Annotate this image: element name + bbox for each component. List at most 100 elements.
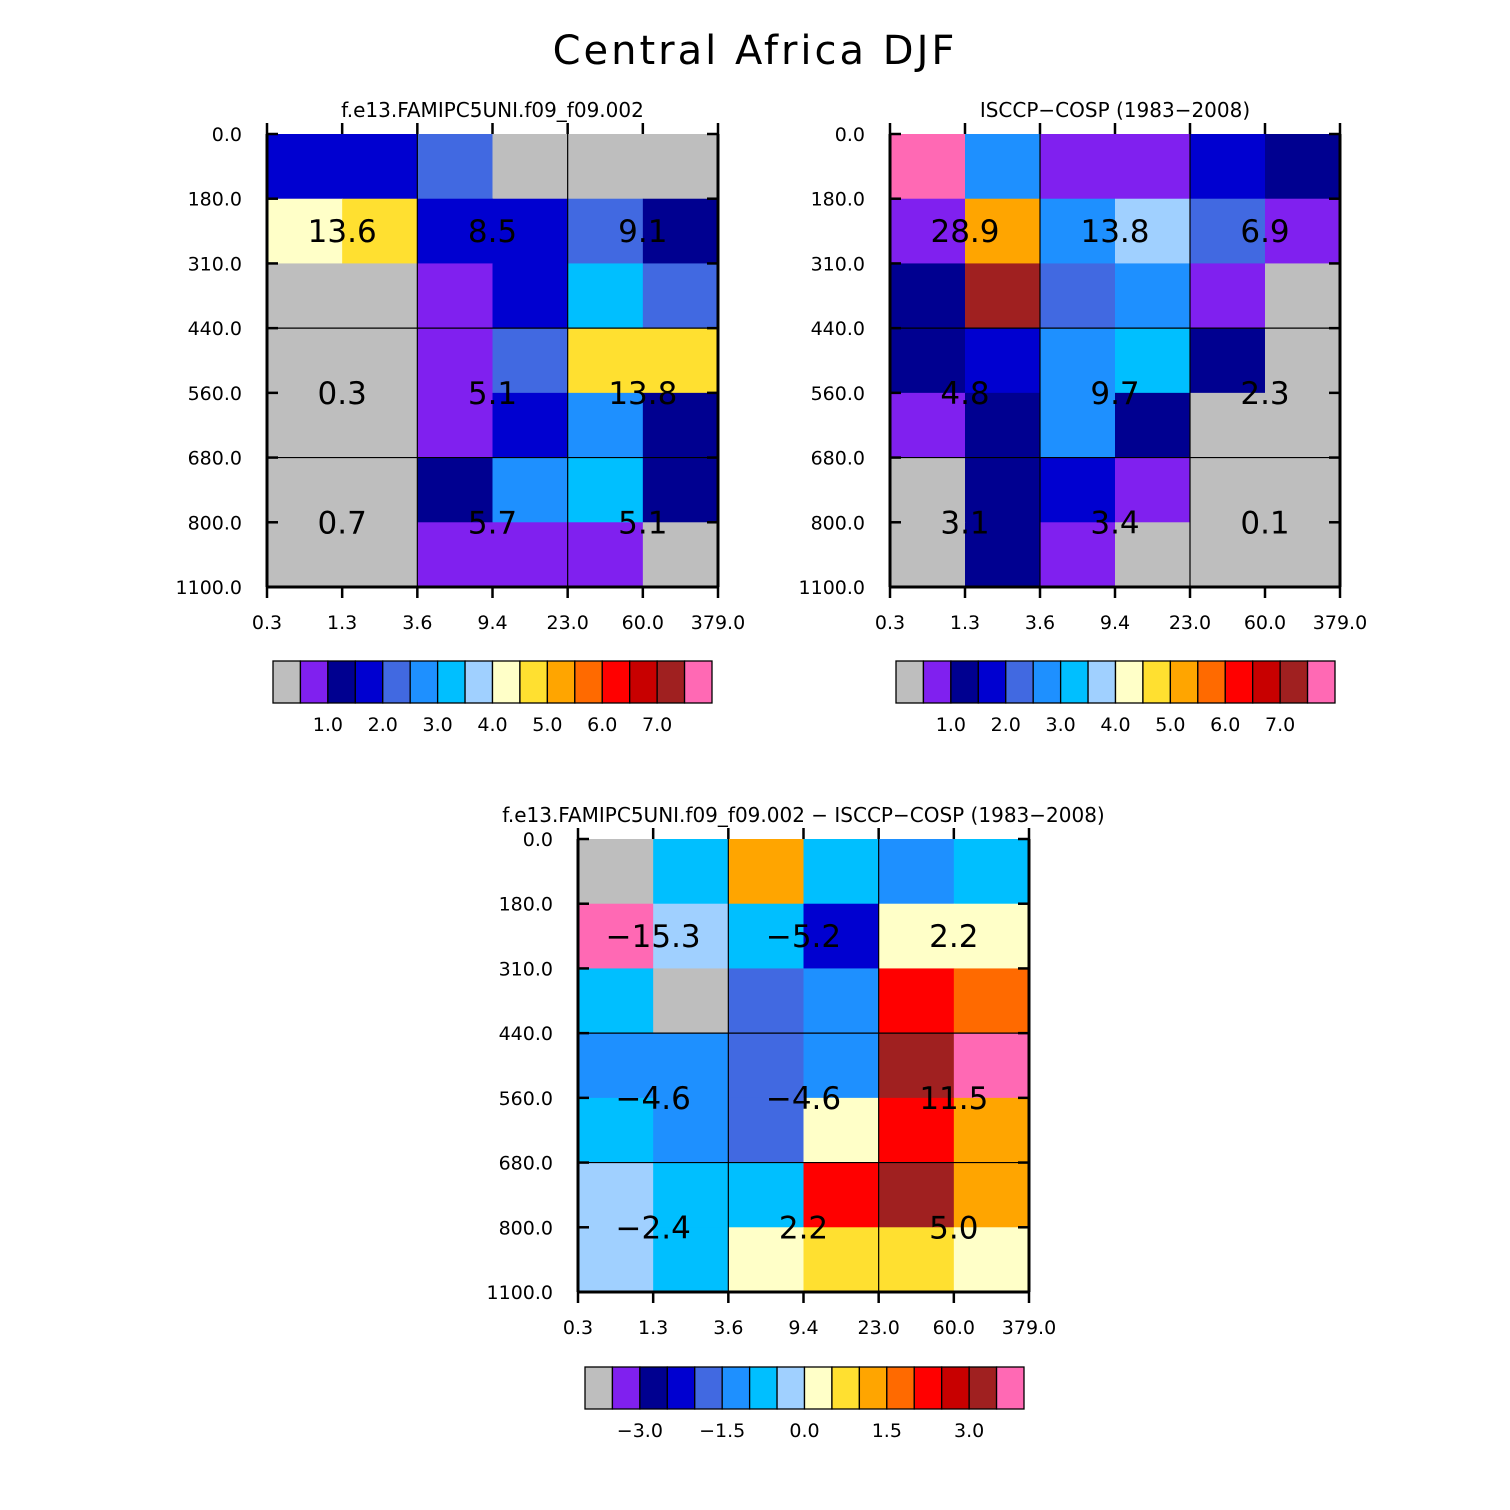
colorbar-label: −1.5	[699, 1420, 745, 1442]
colorbar-label: 1.0	[313, 714, 343, 736]
x-tick-label: 60.0	[622, 612, 664, 634]
main-title: Central Africa DJF	[552, 28, 958, 74]
heatmap-cell	[342, 263, 418, 329]
block-label: −5.2	[766, 919, 841, 955]
colorbar-swatch	[886, 1366, 915, 1410]
heatmap-cell	[878, 1227, 955, 1293]
block-label: 5.0	[929, 1210, 978, 1246]
block-label: 0.7	[318, 505, 367, 541]
panel-title: ISCCP−COSP (1983−2008)	[980, 98, 1250, 122]
x-tick-label: 23.0	[1169, 612, 1211, 634]
colorbar-swatch	[776, 1366, 806, 1410]
heatmap-cell	[653, 1097, 729, 1164]
heatmap-cell	[267, 457, 343, 523]
heatmap-cell	[642, 328, 719, 394]
heatmap-cell	[567, 198, 644, 265]
heatmap-cell	[890, 198, 966, 265]
colorbar-swatch	[382, 660, 411, 704]
heatmap-cell	[342, 392, 418, 459]
heatmap-cell	[267, 263, 343, 329]
heatmap-cell	[728, 903, 805, 970]
heatmap-cell	[642, 522, 719, 588]
heatmap-cell	[417, 198, 494, 265]
block-label: 2.3	[1240, 376, 1289, 412]
heatmap-cell	[1190, 522, 1266, 588]
heatmap-cell	[965, 392, 1041, 459]
colorbar-swatch	[1224, 660, 1254, 704]
colorbar-swatch	[299, 660, 329, 704]
y-tick-label: 560.0	[188, 383, 242, 405]
y-tick-label: 0.0	[212, 124, 242, 146]
heatmap-cell	[1040, 392, 1116, 459]
block-label: −2.4	[616, 1210, 691, 1246]
x-tick-label: 1.3	[638, 1317, 668, 1339]
colorbar-swatch	[354, 660, 384, 704]
heatmap-cell	[342, 328, 418, 394]
heatmap-cell	[642, 457, 719, 523]
heatmap-cell	[417, 328, 494, 394]
colorbar-label: 3.0	[423, 714, 453, 736]
heatmap-cell	[728, 968, 805, 1034]
colorbar-swatch	[1169, 660, 1199, 704]
heatmap-cell	[728, 1162, 805, 1228]
colorbar-swatch	[941, 1366, 970, 1410]
colorbar-swatch	[639, 1366, 668, 1410]
heatmap-cell	[342, 134, 418, 200]
heatmap-cell	[728, 1097, 805, 1164]
heatmap-cell	[878, 1162, 955, 1228]
panel-title: f.e13.FAMIPC5UNI.f09_f09.002 − ISCCP−COS…	[502, 803, 1104, 827]
heatmap-cell	[417, 457, 494, 523]
y-tick-label: 680.0	[499, 1153, 553, 1175]
heatmap-cell	[1040, 134, 1116, 200]
colorbar-label: 6.0	[1210, 714, 1240, 736]
x-tick-label: 1.3	[950, 612, 980, 634]
heatmap-cell	[342, 198, 418, 265]
heatmap-cell	[567, 263, 644, 329]
heatmap-cell	[1115, 328, 1191, 394]
heatmap-cell	[1040, 328, 1116, 394]
y-tick-label: 180.0	[188, 189, 242, 211]
heatmap-cell	[1265, 522, 1341, 588]
block-label: 11.5	[919, 1081, 988, 1117]
heatmap-cell	[567, 457, 644, 523]
colorbar-label: 1.5	[872, 1420, 902, 1442]
colorbar-swatch	[1197, 660, 1226, 704]
colorbar-swatch	[1087, 660, 1117, 704]
heatmap-cell	[653, 968, 729, 1034]
colorbar-label: 4.0	[1100, 714, 1130, 736]
x-tick-label: 0.3	[252, 612, 282, 634]
block-label: −4.6	[766, 1081, 841, 1117]
colorbar-swatch	[694, 1366, 723, 1410]
colorbar-label: 5.0	[532, 714, 562, 736]
colorbar-swatch	[968, 1366, 998, 1410]
heatmap-cell	[1040, 263, 1116, 329]
y-tick-label: 560.0	[811, 383, 865, 405]
colorbar-swatch	[519, 660, 549, 704]
block-label: 13.6	[308, 214, 377, 250]
y-tick-label: 0.0	[523, 829, 553, 851]
heatmap-cell	[567, 328, 644, 394]
heatmap-cell	[642, 392, 719, 459]
colorbar-label: 5.0	[1155, 714, 1185, 736]
heatmap-cell	[578, 839, 654, 905]
heatmap-cell	[642, 134, 719, 200]
heatmap-cell	[267, 522, 343, 588]
colorbar-label: 7.0	[1265, 714, 1295, 736]
colorbar-label: 2.0	[368, 714, 398, 736]
heatmap-cell	[890, 522, 966, 588]
heatmap-cell	[267, 198, 343, 265]
y-tick-label: 680.0	[811, 448, 865, 470]
colorbar-swatch	[574, 660, 603, 704]
x-tick-label: 0.3	[563, 1317, 593, 1339]
heatmap-cell	[1115, 392, 1191, 459]
heatmap-cell	[578, 903, 654, 970]
heatmap-cell	[965, 457, 1041, 523]
block-label: 3.4	[1090, 505, 1139, 541]
block-label: −15.3	[606, 919, 701, 955]
block-label: 5.1	[468, 376, 517, 412]
colorbar-swatch	[1142, 660, 1172, 704]
heatmap-cell	[653, 839, 729, 905]
heatmap-cell	[803, 1033, 880, 1099]
heatmap-cell	[653, 1162, 729, 1228]
x-tick-label: 60.0	[1244, 612, 1286, 634]
